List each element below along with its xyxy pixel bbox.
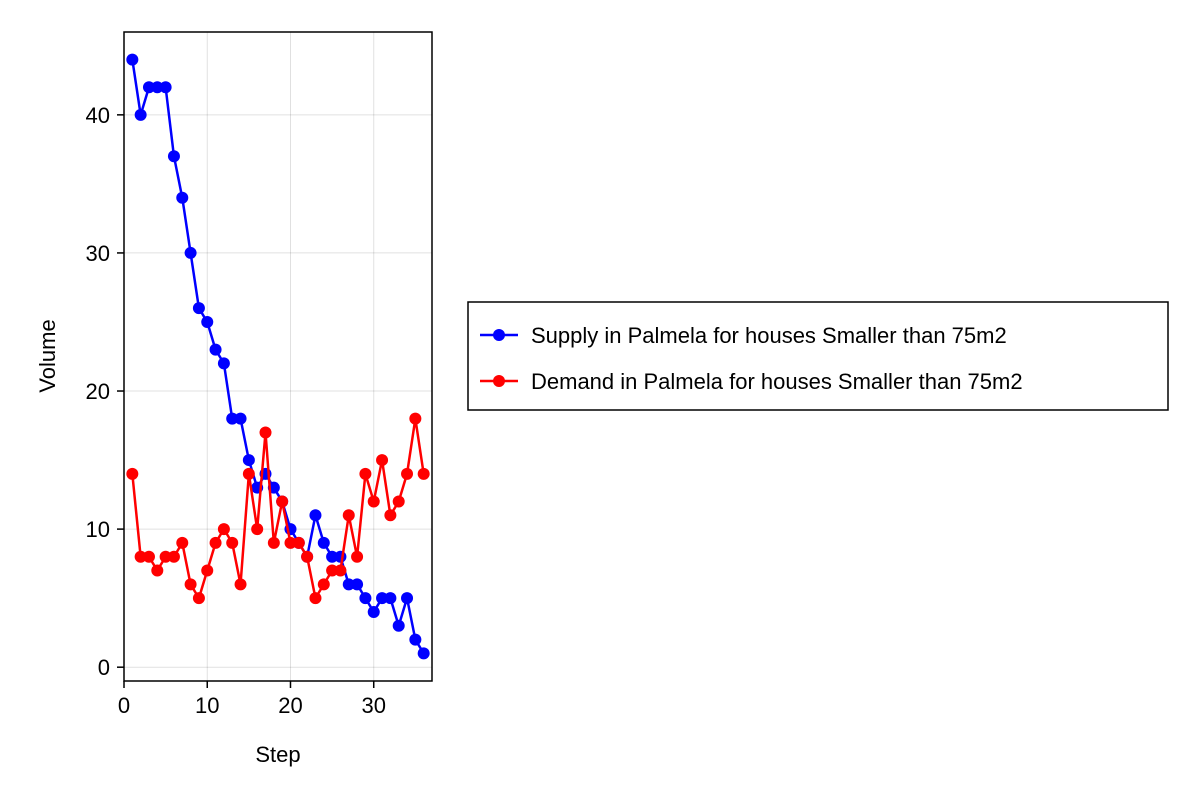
data-point <box>251 523 264 536</box>
data-point <box>184 578 197 591</box>
y-tick-label: 0 <box>98 655 110 680</box>
data-point <box>309 509 322 522</box>
data-point <box>409 412 422 425</box>
data-point <box>292 536 305 549</box>
data-point <box>217 523 230 536</box>
data-point <box>201 564 214 577</box>
data-point <box>242 467 255 480</box>
data-point <box>376 592 389 605</box>
data-point <box>401 592 414 605</box>
legend-swatch-marker <box>493 329 505 341</box>
data-point <box>234 412 247 425</box>
data-point <box>359 592 372 605</box>
series-line <box>131 59 425 655</box>
legend-item-demand: Demand in Palmela for houses Smaller tha… <box>480 369 1023 394</box>
data-point <box>184 246 197 259</box>
data-point <box>384 592 397 605</box>
legend-label: Demand in Palmela for houses Smaller tha… <box>531 369 1023 394</box>
data-point <box>334 550 347 563</box>
legend: Supply in Palmela for houses Smaller tha… <box>467 301 1169 411</box>
data-point <box>134 550 147 563</box>
y-tick-label: 10 <box>86 517 110 542</box>
data-point <box>176 191 189 204</box>
data-point <box>351 578 364 591</box>
series-line <box>131 417 425 600</box>
data-point <box>309 592 322 605</box>
legend-item-supply: Supply in Palmela for houses Smaller tha… <box>480 323 1007 348</box>
data-point <box>126 53 139 66</box>
data-point <box>201 315 214 328</box>
data-point <box>376 454 389 467</box>
data-point <box>242 454 255 467</box>
series-demand <box>126 412 430 605</box>
x-tick-label: 0 <box>118 693 130 718</box>
y-tick-label: 40 <box>86 103 110 128</box>
data-point <box>142 550 155 563</box>
data-point <box>167 150 180 163</box>
legend-frame <box>467 301 1169 411</box>
data-point <box>334 564 347 577</box>
data-point <box>226 412 239 425</box>
data-point <box>259 426 272 439</box>
data-point <box>351 550 364 563</box>
data-point <box>276 495 289 508</box>
data-point <box>301 550 314 563</box>
data-point <box>284 536 297 549</box>
data-point <box>151 81 164 94</box>
data-point <box>409 633 422 646</box>
data-point <box>151 564 164 577</box>
data-point <box>217 357 230 370</box>
data-point <box>317 536 330 549</box>
data-point <box>367 495 380 508</box>
data-point <box>417 467 430 480</box>
data-point <box>342 509 355 522</box>
data-point <box>159 81 172 94</box>
data-point <box>342 578 355 591</box>
legend-swatch-marker <box>493 375 505 387</box>
data-point <box>134 108 147 121</box>
y-axis-title: Volume <box>35 319 60 392</box>
series-supply <box>126 53 430 660</box>
y-tick-label: 30 <box>86 241 110 266</box>
series-layer <box>126 53 430 660</box>
data-point <box>359 467 372 480</box>
x-tick-label: 20 <box>278 693 302 718</box>
axis-ticks: 0 10 20 30 0 10 20 30 40 <box>86 103 386 718</box>
legend-label: Supply in Palmela for houses Smaller tha… <box>531 323 1007 348</box>
data-point <box>267 536 280 549</box>
data-point <box>209 536 222 549</box>
data-point <box>226 536 239 549</box>
data-point <box>126 467 139 480</box>
x-tick-label: 30 <box>361 693 385 718</box>
data-point <box>209 343 222 356</box>
data-point <box>392 495 405 508</box>
data-point <box>384 509 397 522</box>
data-point <box>159 550 172 563</box>
plot-frame <box>123 31 433 682</box>
data-point <box>417 647 430 660</box>
data-point <box>326 564 339 577</box>
x-axis-title: Step <box>255 742 300 767</box>
data-point <box>192 302 205 315</box>
data-point <box>401 467 414 480</box>
data-point <box>392 619 405 632</box>
x-tick-label: 10 <box>195 693 219 718</box>
data-point <box>192 592 205 605</box>
data-point <box>167 550 180 563</box>
y-tick-label: 20 <box>86 379 110 404</box>
data-point <box>326 550 339 563</box>
data-point <box>367 605 380 618</box>
data-point <box>317 578 330 591</box>
data-point <box>142 81 155 94</box>
data-point <box>234 578 247 591</box>
data-point <box>176 536 189 549</box>
